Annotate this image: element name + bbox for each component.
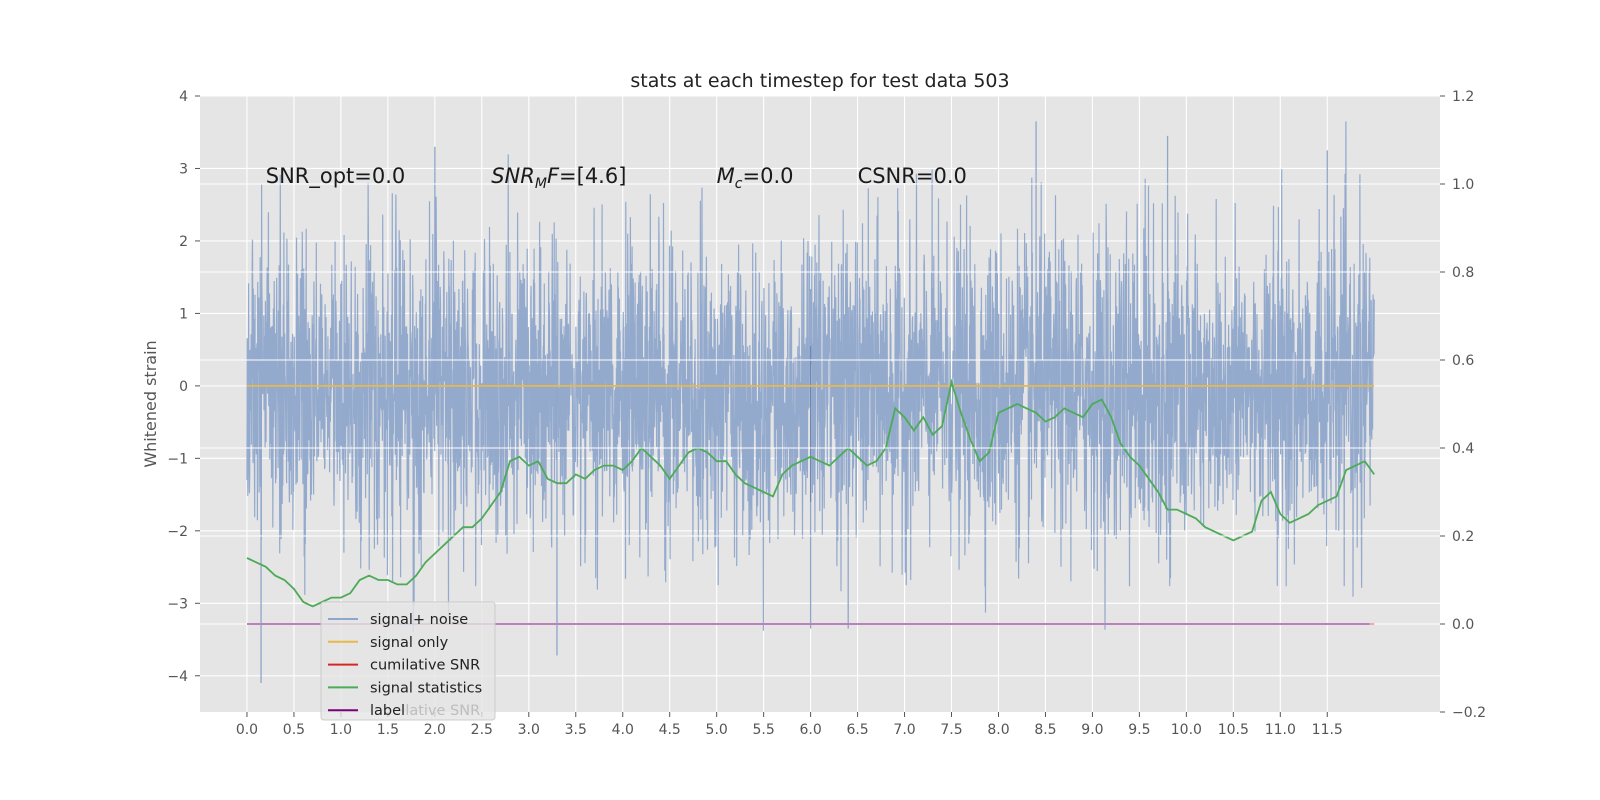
x-tick-label: 10.5 [1218,722,1249,738]
noise-trace [246,121,1375,633]
legend-box [320,601,496,721]
legend-entry: signal only [370,635,449,651]
x-tick-label: 11.0 [1265,722,1296,738]
x-tick-label: 2.5 [471,722,493,738]
chart-title: stats at each timestep for test data 503 [630,70,1009,92]
y-tick-label: 0 [179,379,188,395]
y2-tick-label: 0.8 [1452,265,1474,281]
series-line [246,378,1375,608]
y2-axis-ticks: 1.2 1.0 0.8 0.6 0.4 0.2 0.0 −0.2 [1440,89,1486,721]
annotation-text: CSNR=0.0 [858,164,967,188]
series-signal-noise [246,121,1375,684]
y-tick-label: 3 [179,161,188,177]
x-tick-label: 6.0 [799,722,821,738]
y-tick-label: −4 [167,669,188,685]
x-tick-label: 5.0 [706,722,728,738]
legend-ghost-text: cumilative SNR [370,703,480,719]
x-tick-label: 0.5 [283,722,305,738]
y-axis-label: Whitened strain [141,340,160,467]
x-tick-label: 1.0 [330,722,352,738]
y2-tick-label: 0.4 [1452,441,1474,457]
y2-tick-label: 0.6 [1452,353,1474,369]
x-tick-label: 6.5 [846,722,868,738]
x-tick-label: 8.0 [987,722,1009,738]
x-tick-label: 3.5 [565,722,587,738]
x-axis-ticks: 0.0 0.5 1.0 1.5 2.0 2.5 3.0 3.5 4.0 4.5 5.0 5.5 6.0 6… [236,712,1343,738]
legend-entry: label [370,703,405,719]
annotation-text: Mc=0.0 [717,164,794,192]
x-tick-label: 5.5 [753,722,775,738]
x-tick-label: 9.5 [1128,722,1150,738]
x-tick-label: 7.0 [893,722,915,738]
y2-tick-label: −0.2 [1452,705,1486,721]
y-tick-label: 4 [179,89,188,105]
y2-tick-label: 0.0 [1452,617,1474,633]
legend-entry: cumilative SNR [370,658,480,674]
y2-tick-label: 1.0 [1452,177,1474,193]
x-tick-label: 10.0 [1171,722,1202,738]
y2-tick-label: 1.2 [1452,89,1474,105]
x-tick-label: 9.0 [1081,722,1103,738]
y2-tick-label: 0.2 [1452,529,1474,545]
x-tick-label: 0.0 [236,722,258,738]
annotations: SNR_opt=0.0 SNRMF=[4.6] Mc=0.0 CSNR=0.0 [266,164,967,192]
y-tick-label: −2 [167,524,188,540]
y-tick-label: 1 [179,306,188,322]
annotation-text: SNR_opt=0.0 [266,164,406,189]
x-tick-label: 4.5 [659,722,681,738]
x-tick-label: 11.5 [1312,722,1343,738]
y-tick-label: 2 [179,234,188,250]
y-tick-label: −3 [167,596,188,612]
series-signal-statistics [246,378,1375,608]
x-tick-label: 2.0 [424,722,446,738]
x-tick-label: 4.0 [612,722,634,738]
y-tick-label: −1 [167,451,188,467]
x-tick-label: 1.5 [377,722,399,738]
legend-entry: signal statistics [370,680,482,696]
legend-entry: signal+ noise [370,612,468,628]
x-tick-label: 7.5 [940,722,962,738]
x-tick-label: 3.0 [518,722,540,738]
annotation-text: SNRMF=[4.6] [491,164,626,192]
x-tick-label: 8.5 [1034,722,1056,738]
y-axis-ticks: 4 3 2 1 0 −1 −2 −3 −4 [167,89,200,685]
legend: signal+ noise signal only cumilative SNR si… [320,601,496,721]
